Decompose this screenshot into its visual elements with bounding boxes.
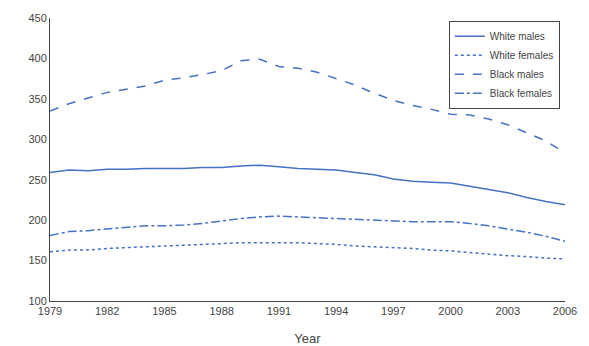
svg-text:1991: 1991 (267, 305, 291, 317)
svg-text:200: 200 (28, 214, 46, 226)
svg-text:1982: 1982 (95, 305, 119, 317)
svg-text:2006: 2006 (553, 305, 577, 317)
svg-text:150: 150 (28, 254, 46, 266)
svg-text:1994: 1994 (324, 305, 348, 317)
svg-text:1985: 1985 (152, 305, 176, 317)
svg-text:100: 100 (28, 295, 46, 307)
svg-text:Year: Year (294, 331, 321, 346)
svg-text:1979: 1979 (38, 305, 62, 317)
svg-text:450: 450 (28, 12, 46, 24)
svg-text:1997: 1997 (381, 305, 405, 317)
svg-text:1988: 1988 (209, 305, 233, 317)
svg-text:400: 400 (28, 52, 46, 64)
svg-text:300: 300 (28, 133, 46, 145)
svg-text:Black males: Black males (490, 69, 544, 80)
svg-text:250: 250 (28, 174, 46, 186)
svg-text:350: 350 (28, 93, 46, 105)
svg-text:White males: White males (490, 31, 545, 42)
svg-text:2000: 2000 (438, 305, 462, 317)
svg-text:2003: 2003 (496, 305, 520, 317)
svg-text:White females: White females (490, 50, 553, 61)
svg-text:Black females: Black females (490, 88, 552, 99)
